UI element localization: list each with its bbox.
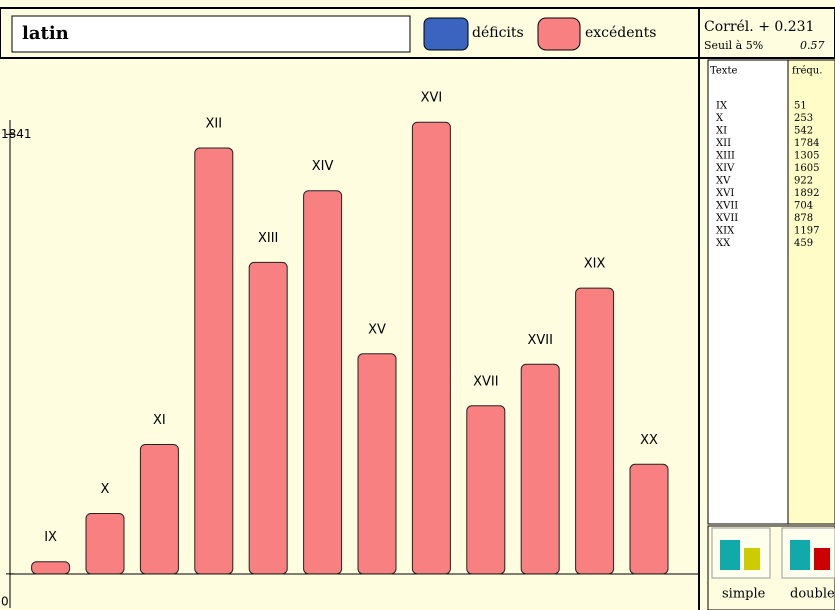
bar-label: XI	[153, 413, 166, 428]
table-col	[787, 59, 835, 525]
legend-label: excédents	[585, 25, 656, 41]
y-tick-label: 1841	[1, 127, 32, 141]
table-cell: IX	[716, 101, 728, 112]
table-cell: 253	[794, 113, 813, 124]
table-cell: 1784	[794, 138, 819, 149]
bar	[575, 287, 615, 575]
icon-shape	[814, 548, 830, 570]
icon-shape	[720, 540, 740, 570]
table-cell: XVII	[716, 201, 738, 212]
table-cell: XVI	[716, 188, 734, 199]
table-header: Texte	[710, 66, 737, 77]
button-label[interactable]: simple	[722, 587, 766, 602]
bar-label: XII	[206, 116, 223, 131]
table-cell: 51	[794, 101, 807, 112]
table-cell: XV	[716, 176, 731, 187]
legend-swatch	[537, 17, 581, 51]
table-cell: XII	[716, 138, 731, 149]
bar-label: XIX	[584, 257, 606, 272]
table-cell: 1197	[794, 226, 819, 237]
table-cell: XI	[716, 126, 727, 137]
table-cell: XIII	[716, 151, 735, 162]
bar-label: XVI	[421, 91, 443, 106]
bar	[411, 121, 451, 575]
table-cell: 1892	[794, 188, 819, 199]
title-box[interactable]	[11, 15, 411, 53]
table-cell: 1305	[794, 151, 819, 162]
bar	[31, 561, 71, 575]
bar	[139, 443, 179, 575]
bar	[85, 512, 125, 575]
table-cell: 459	[794, 238, 813, 249]
bar	[357, 353, 397, 575]
bar	[520, 363, 560, 575]
table-cell: XVII	[716, 213, 738, 224]
button-label[interactable]: double	[790, 587, 835, 602]
legend-swatch	[423, 17, 469, 51]
table-cell: 878	[794, 213, 813, 224]
table-cell: 1605	[794, 163, 819, 174]
bar	[466, 405, 506, 575]
bar-label: XVII	[473, 374, 498, 389]
bar-label: XV	[368, 322, 386, 337]
bar	[194, 147, 234, 575]
correlation: Corrél. + 0.231	[704, 19, 814, 35]
table-header: fréqu.	[792, 66, 822, 77]
legend-label: déficits	[472, 25, 524, 41]
y-tick-label: 0	[1, 594, 9, 608]
threshold-value: 0.57	[800, 39, 825, 52]
threshold: Seuil à 5%	[704, 39, 763, 52]
table-cell: XX	[716, 238, 731, 249]
bar-label: XIV	[312, 159, 334, 174]
bar-label: XX	[640, 433, 658, 448]
table-cell: 704	[794, 201, 813, 212]
bar	[303, 190, 343, 575]
table-cell: XIV	[716, 163, 735, 174]
icon-shape	[744, 548, 760, 570]
table-cell: 542	[794, 126, 813, 137]
title: latin	[22, 23, 69, 44]
bar-label: X	[101, 482, 110, 497]
bar-label: IX	[44, 530, 57, 545]
table-cell: X	[716, 113, 724, 124]
icon-shape	[790, 540, 810, 570]
bar	[248, 261, 288, 575]
table-cell: XIX	[716, 226, 735, 237]
bar-label: XVII	[527, 333, 552, 348]
table-cell: 922	[794, 176, 813, 187]
bar	[629, 463, 669, 575]
bar-label: XIII	[258, 231, 278, 246]
